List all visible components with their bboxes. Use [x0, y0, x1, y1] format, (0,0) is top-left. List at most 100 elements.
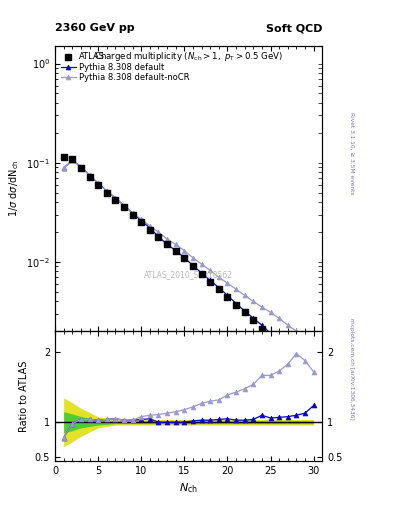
ATLAS	[86, 173, 93, 181]
Pythia 8.308 default-noCR	[277, 315, 281, 322]
Pythia 8.308 default	[294, 356, 299, 362]
Pythia 8.308 default	[130, 210, 135, 216]
ATLAS	[129, 210, 136, 219]
Y-axis label: Ratio to ATLAS: Ratio to ATLAS	[19, 360, 29, 432]
ATLAS	[310, 382, 317, 391]
ATLAS	[138, 218, 144, 226]
Pythia 8.308 default-noCR	[165, 236, 169, 242]
Pythia 8.308 default	[165, 241, 169, 247]
Pythia 8.308 default	[225, 292, 230, 298]
ATLAS	[78, 164, 84, 173]
Pythia 8.308 default	[208, 278, 213, 284]
Pythia 8.308 default	[61, 165, 66, 172]
Pythia 8.308 default-noCR	[208, 267, 213, 273]
Pythia 8.308 default	[105, 188, 109, 194]
Pythia 8.308 default	[121, 202, 126, 208]
Pythia 8.308 default	[251, 315, 256, 322]
Pythia 8.308 default	[268, 330, 273, 336]
Pythia 8.308 default-noCR	[105, 188, 109, 194]
Pythia 8.308 default	[277, 338, 281, 344]
Pythia 8.308 default	[87, 172, 92, 178]
Pythia 8.308 default-noCR	[147, 223, 152, 229]
Pythia 8.308 default	[113, 195, 118, 201]
Pythia 8.308 default-noCR	[259, 304, 264, 310]
ATLAS	[61, 154, 67, 162]
Text: 2360 GeV pp: 2360 GeV pp	[55, 23, 135, 33]
ATLAS	[259, 325, 265, 333]
Pythia 8.308 default-noCR	[285, 322, 290, 328]
ATLAS	[233, 301, 239, 309]
Pythia 8.308 default-noCR	[242, 292, 247, 298]
Text: Soft QCD: Soft QCD	[266, 23, 322, 33]
Pythia 8.308 default	[182, 254, 187, 261]
Pythia 8.308 default-noCR	[79, 164, 83, 170]
Pythia 8.308 default-noCR	[96, 180, 101, 186]
Pythia 8.308 default-noCR	[311, 340, 316, 347]
Pythia 8.308 default-noCR	[182, 247, 187, 253]
Pythia 8.308 default	[311, 375, 316, 381]
ATLAS	[121, 203, 127, 211]
Line: Pythia 8.308 default: Pythia 8.308 default	[61, 158, 316, 380]
Pythia 8.308 default	[70, 157, 75, 163]
Pythia 8.308 default	[156, 233, 161, 240]
Pythia 8.308 default-noCR	[156, 229, 161, 235]
ATLAS	[104, 188, 110, 197]
Y-axis label: 1/$\sigma$ d$\sigma$/dN$_{\rm ch}$: 1/$\sigma$ d$\sigma$/dN$_{\rm ch}$	[7, 160, 21, 218]
Text: ATLAS_2010_S8918562: ATLAS_2010_S8918562	[144, 270, 233, 279]
ATLAS	[173, 246, 179, 254]
Pythia 8.308 default	[96, 180, 101, 186]
ATLAS	[155, 232, 162, 241]
Pythia 8.308 default-noCR	[173, 241, 178, 247]
Text: mcplots.cern.ch [arXiv:1306.3436]: mcplots.cern.ch [arXiv:1306.3436]	[349, 318, 354, 419]
Pythia 8.308 default	[242, 308, 247, 314]
ATLAS	[242, 308, 248, 316]
Legend: ATLAS, Pythia 8.308 default, Pythia 8.308 default-noCR: ATLAS, Pythia 8.308 default, Pythia 8.30…	[59, 50, 191, 84]
ATLAS	[302, 369, 308, 377]
Pythia 8.308 default-noCR	[70, 157, 75, 163]
Pythia 8.308 default-noCR	[87, 172, 92, 178]
ATLAS	[293, 359, 299, 367]
Pythia 8.308 default-noCR	[121, 202, 126, 208]
ATLAS	[216, 285, 222, 293]
Text: Rivet 3.1.10, ≥ 3.5M events: Rivet 3.1.10, ≥ 3.5M events	[349, 112, 354, 195]
Pythia 8.308 default	[259, 322, 264, 328]
ATLAS	[224, 293, 231, 302]
Pythia 8.308 default	[79, 164, 83, 170]
ATLAS	[207, 278, 213, 286]
ATLAS	[69, 155, 75, 163]
Pythia 8.308 default	[139, 218, 143, 224]
Pythia 8.308 default	[191, 263, 195, 269]
ATLAS	[198, 270, 205, 279]
Pythia 8.308 default-noCR	[251, 298, 256, 305]
Text: Charged multiplicity ($N_{\rm ch} > 1,\ p_{\rm T} > 0.5$ GeV): Charged multiplicity ($N_{\rm ch} > 1,\ …	[94, 50, 283, 63]
Pythia 8.308 default-noCR	[294, 328, 299, 334]
Pythia 8.308 default-noCR	[113, 195, 118, 201]
Pythia 8.308 default-noCR	[61, 165, 66, 172]
Pythia 8.308 default	[217, 285, 221, 291]
Pythia 8.308 default	[173, 247, 178, 253]
ATLAS	[285, 349, 291, 357]
Pythia 8.308 default-noCR	[139, 216, 143, 222]
ATLAS	[112, 196, 119, 204]
ATLAS	[95, 181, 101, 189]
Pythia 8.308 default	[147, 225, 152, 231]
Pythia 8.308 default-noCR	[303, 333, 307, 339]
Pythia 8.308 default-noCR	[191, 254, 195, 261]
ATLAS	[190, 262, 196, 270]
Pythia 8.308 default-noCR	[130, 210, 135, 216]
ATLAS	[181, 253, 187, 262]
ATLAS	[250, 316, 257, 324]
ATLAS	[147, 226, 153, 234]
ATLAS	[164, 240, 170, 248]
Pythia 8.308 default	[234, 301, 239, 307]
Pythia 8.308 default-noCR	[217, 274, 221, 280]
Pythia 8.308 default-noCR	[225, 280, 230, 286]
Pythia 8.308 default-noCR	[268, 309, 273, 315]
Pythia 8.308 default	[285, 347, 290, 353]
ATLAS	[267, 332, 274, 340]
Pythia 8.308 default-noCR	[199, 261, 204, 267]
Line: Pythia 8.308 default-noCR: Pythia 8.308 default-noCR	[61, 158, 316, 346]
ATLAS	[276, 339, 282, 348]
Pythia 8.308 default-noCR	[234, 286, 239, 292]
Pythia 8.308 default	[303, 365, 307, 371]
